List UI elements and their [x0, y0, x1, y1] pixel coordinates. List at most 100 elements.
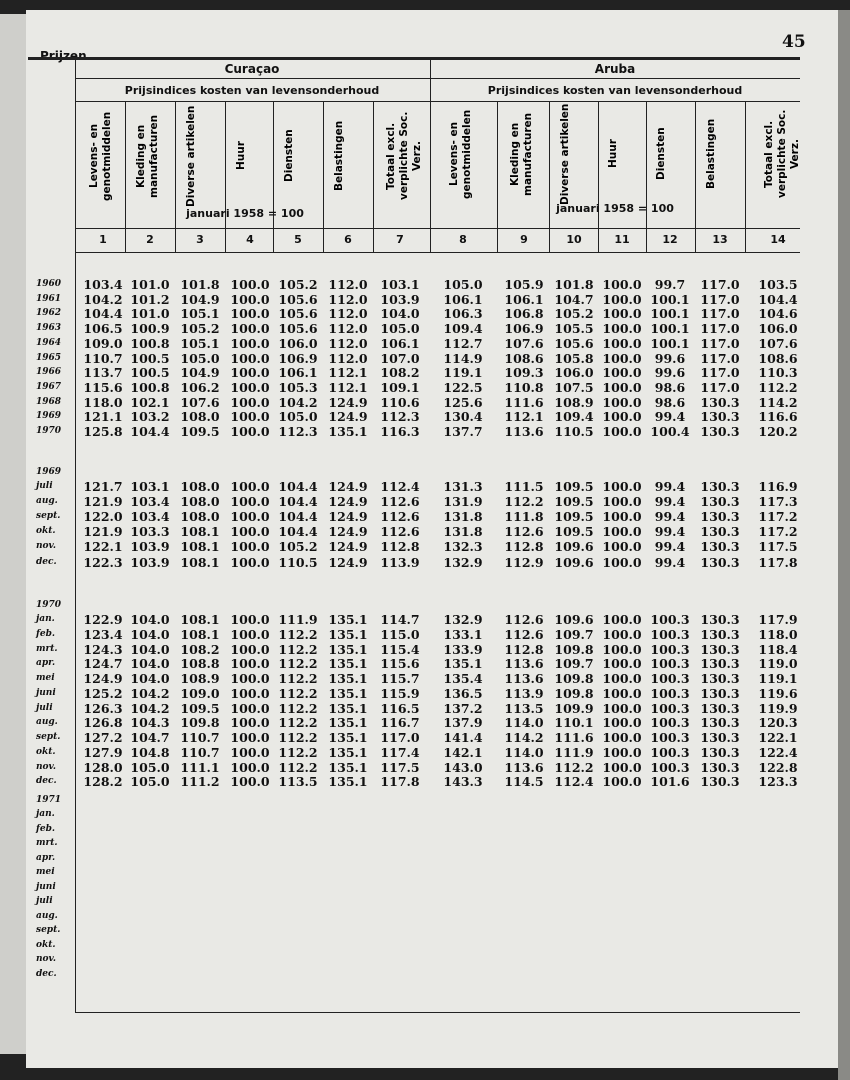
- cell: 103.4: [83, 277, 123, 292]
- row-label: jan.: [36, 809, 55, 819]
- cell: 109.5: [180, 424, 220, 439]
- cell: 109.1: [380, 379, 420, 395]
- row-label: aug.: [36, 910, 58, 921]
- row-label: 1967: [36, 381, 62, 392]
- base-note: januari 1958 = 100: [556, 202, 674, 215]
- cell: 117.4: [380, 744, 420, 760]
- cell: 100.0: [230, 409, 270, 425]
- cell: 112.0: [328, 291, 368, 307]
- cell: 112.6: [504, 626, 544, 642]
- cell: 105.6: [278, 306, 318, 322]
- cell: 130.3: [700, 744, 740, 760]
- column-number: 12: [662, 233, 678, 246]
- row-label: jan.: [36, 614, 55, 624]
- cell: 100.3: [650, 700, 690, 716]
- cell: 112.8: [504, 539, 544, 555]
- cell: 103.9: [380, 291, 420, 307]
- cell: 100.1: [650, 306, 690, 322]
- cell: 100.0: [602, 277, 642, 292]
- row-label: 1961: [36, 293, 62, 304]
- cell: 113.9: [504, 685, 544, 701]
- cell: 101.0: [130, 277, 170, 292]
- cell: 100.0: [602, 759, 642, 775]
- cell: 110.5: [278, 554, 318, 570]
- cell: 100.3: [650, 685, 690, 701]
- cell: 108.1: [180, 626, 220, 642]
- rule: [549, 101, 550, 252]
- cell: 126.8: [83, 715, 123, 731]
- cell: 130.3: [700, 641, 740, 657]
- cell: 112.6: [380, 524, 420, 540]
- cell: 100.0: [230, 291, 270, 307]
- cell: 125.8: [83, 424, 123, 439]
- cell: 106.5: [83, 321, 123, 337]
- cell: 100.0: [602, 524, 642, 540]
- cell: 100.0: [602, 671, 642, 686]
- cell: 115.6: [83, 379, 123, 395]
- cell: 135.4: [443, 671, 483, 686]
- cell: 109.5: [554, 494, 594, 510]
- cell: 112.8: [504, 641, 544, 657]
- cell: 112.2: [278, 641, 318, 657]
- column-header: Diensten: [283, 129, 295, 183]
- cell: 108.9: [554, 394, 594, 410]
- cell: 130.3: [700, 671, 740, 686]
- cell: 108.0: [180, 409, 220, 425]
- cell: 106.1: [443, 291, 483, 307]
- row-label: juli: [36, 481, 53, 491]
- cell: 122.1: [758, 730, 798, 745]
- cell: 104.0: [380, 306, 420, 322]
- cell: 113.5: [504, 700, 544, 716]
- cell: 135.1: [328, 700, 368, 716]
- cell: 111.8: [504, 509, 544, 525]
- column-header: Totaal excl. verplichte Soc. Verz.: [385, 111, 423, 201]
- cell: 109.5: [554, 479, 594, 494]
- cell: 112.2: [504, 494, 544, 510]
- cell: 105.8: [554, 350, 594, 366]
- cell: 113.6: [504, 656, 544, 672]
- cell: 130.3: [700, 394, 740, 410]
- cell: 130.3: [700, 730, 740, 745]
- cell: 130.3: [700, 700, 740, 716]
- cell: 100.0: [230, 424, 270, 439]
- row-label: nov.: [36, 954, 57, 964]
- cell: 100.9: [130, 321, 170, 337]
- cell: 116.7: [380, 715, 420, 731]
- column-number: 6: [344, 233, 352, 246]
- cell: 100.5: [130, 365, 170, 381]
- cell: 130.3: [700, 409, 740, 425]
- row-label: juli: [36, 702, 53, 713]
- row-label: juni: [36, 881, 56, 892]
- cell: 112.1: [328, 365, 368, 381]
- cell: 112.6: [504, 612, 544, 627]
- cell: 100.0: [602, 494, 642, 510]
- cell: 116.6: [758, 409, 798, 425]
- cell: 110.6: [380, 394, 420, 410]
- cell: 111.6: [554, 730, 594, 745]
- cell: 110.8: [504, 379, 544, 395]
- cell: 104.0: [130, 626, 170, 642]
- rule: [745, 101, 746, 252]
- cell: 102.1: [130, 394, 170, 410]
- cell: 109.7: [554, 656, 594, 672]
- cell: 100.0: [230, 539, 270, 555]
- cell: 112.6: [504, 524, 544, 540]
- cell: 121.1: [83, 409, 123, 425]
- row-label: 1968: [36, 396, 62, 407]
- cell: 99.4: [654, 539, 686, 555]
- rule: [430, 60, 431, 252]
- cell: 105.0: [180, 350, 220, 366]
- column-header: Diverse artikelen: [559, 103, 571, 205]
- cell: 121.9: [83, 524, 123, 540]
- cell: 112.2: [278, 700, 318, 716]
- cell: 100.0: [602, 409, 642, 425]
- row-label: 1963: [36, 323, 62, 334]
- column-number: 10: [566, 233, 582, 246]
- cell: 114.9: [443, 350, 483, 366]
- cell: 109.4: [554, 409, 594, 425]
- cell: 135.1: [328, 759, 368, 775]
- cell: 100.0: [602, 730, 642, 745]
- cell: 112.2: [278, 715, 318, 731]
- cell: 104.2: [130, 700, 170, 716]
- cell: 127.2: [83, 730, 123, 745]
